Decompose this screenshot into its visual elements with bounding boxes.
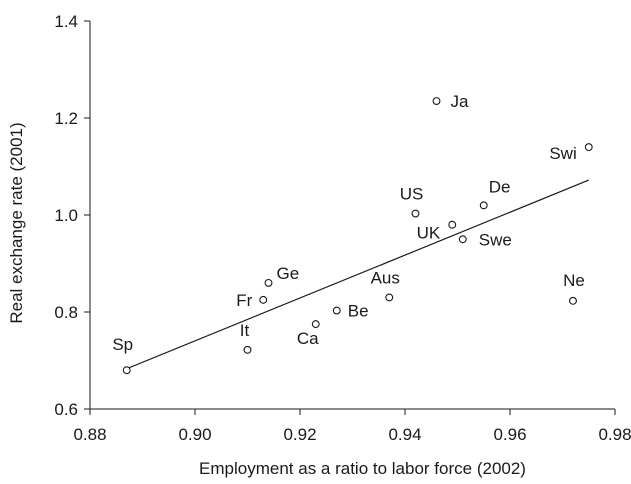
point-label: Fr [236,291,252,310]
x-tick-label: 0.90 [178,425,211,444]
data-point [411,209,420,218]
point-label: UK [417,224,441,243]
data-point [432,97,441,105]
point-label: Ja [451,92,470,111]
point-label: US [400,185,424,204]
data-points [122,97,593,375]
data-point [122,366,131,375]
point-label: Swi [549,144,576,163]
point-label: Ca [297,329,319,348]
trendline-group [126,179,589,370]
data-point [448,220,457,229]
x-tick-label: 0.94 [388,425,421,444]
point-label: Ge [277,264,300,283]
y-tick-label: 0.8 [54,303,78,322]
axes: 0.6 0.8 1.0 1.2 1.4 0.88 0.90 0.92 0.94 0.96 0.98 [54,12,631,444]
trend-line [126,179,589,370]
y-tick-label: 0.6 [54,400,78,419]
data-point [479,201,488,210]
point-label: It [240,321,250,340]
x-axis-title: Employment as a ratio to labor force (20… [199,459,526,478]
x-tick-label: 0.92 [283,425,316,444]
x-tick-label: 0.88 [73,425,106,444]
data-point [264,278,273,287]
data-point [584,143,593,152]
y-axis-title: Real exchange rate (2001) [7,122,26,323]
point-label: Aus [371,268,400,287]
x-tick-label: 0.96 [493,425,526,444]
y-tick-label: 1.4 [54,12,78,31]
y-tick-label: 1.0 [54,206,78,225]
data-point [569,296,577,305]
data-point [243,345,252,354]
y-tick-label: 1.2 [54,109,78,128]
point-label: Sp [112,335,133,354]
point-label: De [489,177,511,196]
data-point [259,295,268,304]
data-point [311,320,320,329]
data-point [385,293,394,302]
data-point [458,235,467,244]
x-tick-label: 0.98 [598,425,631,444]
point-label: Ne [563,271,585,290]
point-label: Be [348,302,369,321]
point-label: Swe [479,230,512,249]
data-point [332,306,341,315]
